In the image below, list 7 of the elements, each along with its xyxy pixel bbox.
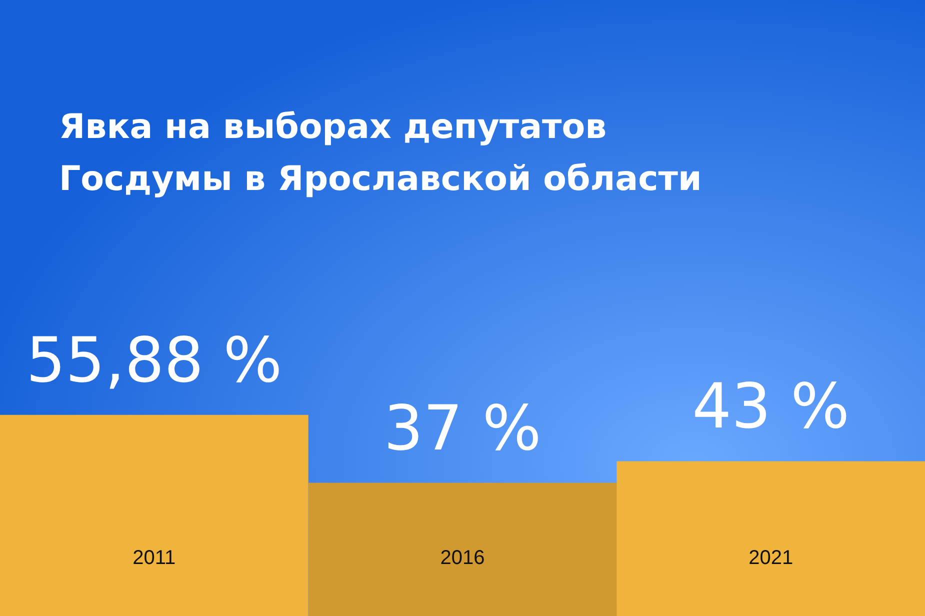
x-tick-label: 2011 [132,547,176,569]
data-label: 43 % [692,370,850,443]
data-label: 37 % [384,391,542,464]
x-tick-label: 2021 [748,547,794,569]
data-label: 55,88 % [26,323,282,396]
x-tick-label: 2016 [440,547,485,569]
chart-title: Явка на выборах депутатов Госдумы в Ярославской области [59,107,702,199]
